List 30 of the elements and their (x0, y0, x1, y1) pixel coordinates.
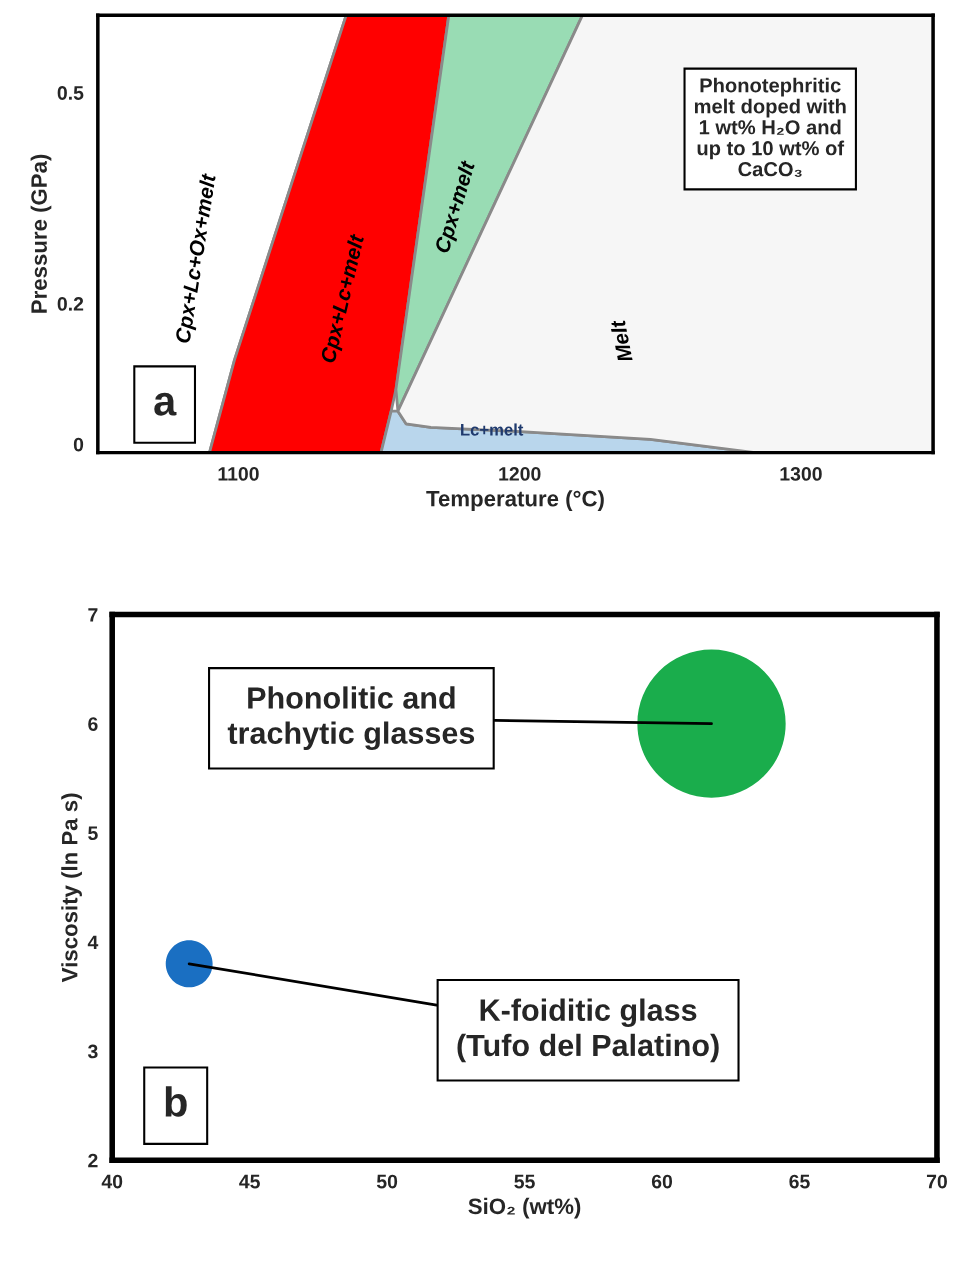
y-tick-label: 0 (73, 437, 84, 452)
y-tick-label: 0.2 (57, 297, 84, 311)
series-label: Lc+melt (461, 423, 524, 436)
annotation: b (165, 1086, 187, 1117)
series-label: Melt (609, 318, 633, 363)
x-tick-label: 55 (514, 1174, 535, 1189)
text: K-foiditic glass (Tufo del Palatino) (457, 998, 719, 1063)
annotation: a (154, 392, 177, 416)
x-tick-label: 45 (239, 1174, 260, 1189)
x-tick-label: 1300 (780, 467, 822, 481)
y-tick-label: 6 (88, 717, 98, 731)
y-tick-label: 3 (87, 1044, 98, 1059)
y-tick-label: 2 (88, 1153, 98, 1168)
y-tick-label: 4 (87, 935, 99, 950)
text: Phonolitic and trachytic glasses (227, 686, 475, 751)
y-axis-title: Pressure (GPa) (30, 154, 52, 313)
y-tick-label: 5 (88, 826, 98, 841)
x-tick-label: 1200 (499, 467, 541, 481)
x-tick-label: 50 (376, 1174, 398, 1189)
x-axis-title: SiO₂ (wt%) (468, 1197, 581, 1219)
x-tick-label: 65 (789, 1174, 810, 1189)
y-axis-title: Viscosity (ln Pa s) (61, 793, 82, 983)
x-tick-label: 1100 (218, 467, 259, 481)
annotation: Phonotephritic melt doped with 1 wt% H₂O and up to 10 wt% of CaCO₃ (694, 77, 846, 177)
x-axis-title: Temperature (°C) (426, 490, 604, 511)
y-tick-label: 7 (88, 608, 98, 622)
x-tick-label: 60 (651, 1174, 673, 1189)
x-tick-label: 40 (101, 1174, 123, 1189)
y-tick-label: 0.5 (57, 86, 84, 100)
x-tick-label: 70 (926, 1174, 947, 1189)
